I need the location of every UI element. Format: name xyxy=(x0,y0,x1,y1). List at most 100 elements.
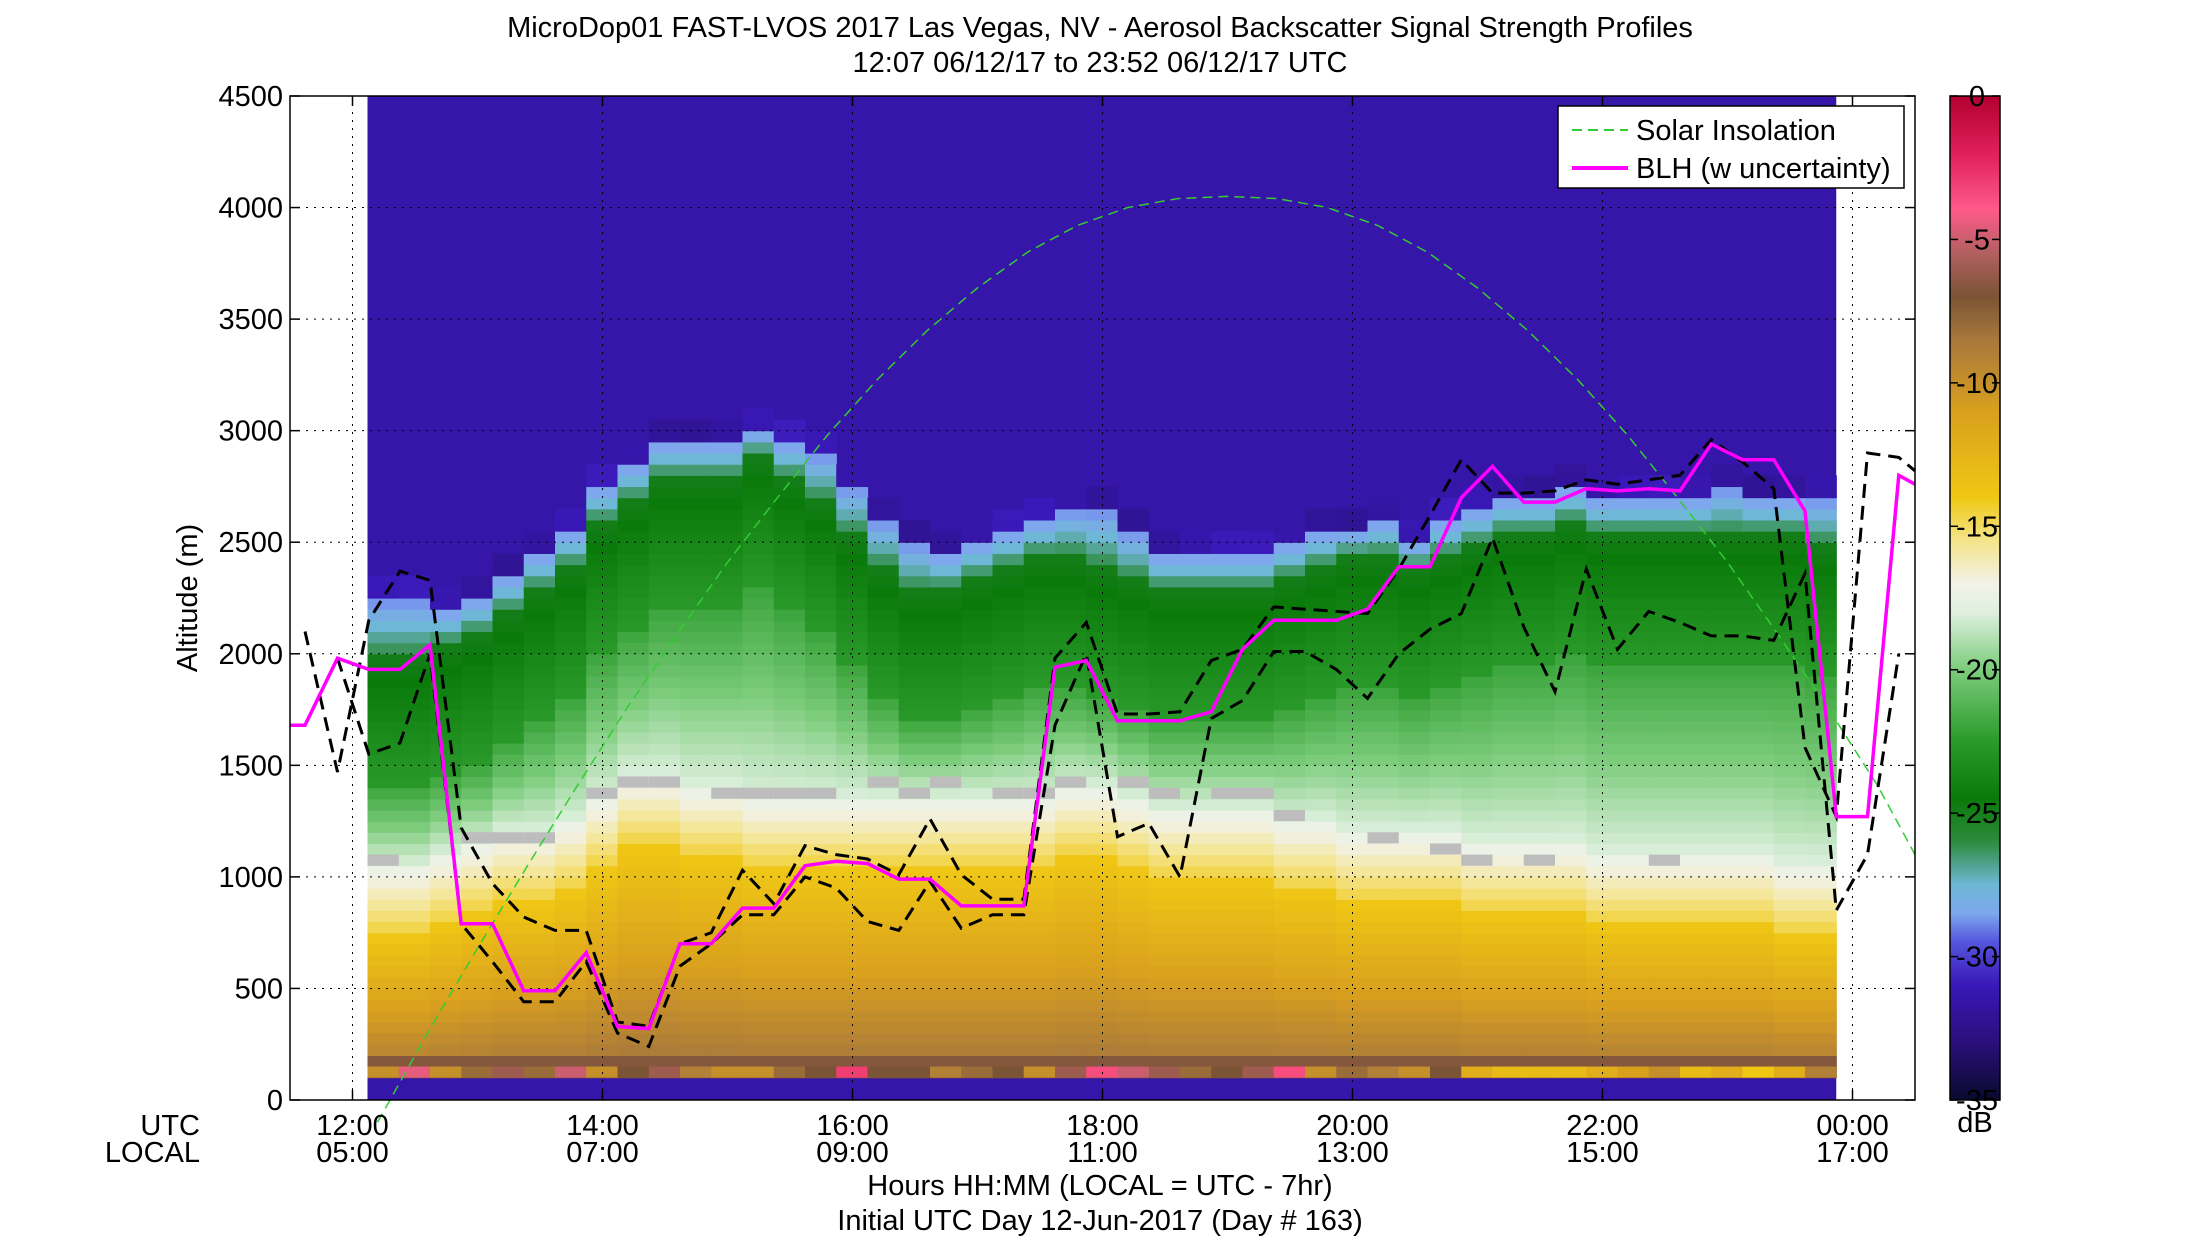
heatmap-gap-cell xyxy=(1117,776,1150,788)
heatmap-cell xyxy=(398,776,431,789)
heatmap-cell xyxy=(961,910,994,923)
heatmap-cell xyxy=(1617,787,1650,800)
heatmap-cell xyxy=(648,832,681,845)
heatmap-cell xyxy=(1617,932,1650,945)
heatmap-cell xyxy=(1680,1044,1712,1056)
heatmap-cell xyxy=(1305,943,1337,956)
heatmap-cell xyxy=(992,709,1025,722)
heatmap-cell xyxy=(1148,687,1181,699)
heatmap-cell xyxy=(492,642,525,655)
heatmap-cell xyxy=(1461,575,1494,588)
heatmap-cell xyxy=(1242,876,1275,889)
heatmap-cell xyxy=(1336,620,1369,633)
heatmap-cell xyxy=(711,575,744,588)
heatmap-cell xyxy=(648,854,681,867)
heatmap-cell xyxy=(617,452,650,465)
heatmap-cell xyxy=(898,754,931,766)
heatmap-cell xyxy=(555,631,587,644)
heatmap-cell xyxy=(930,787,962,800)
heatmap-cell xyxy=(1398,910,1431,923)
heatmap-cell xyxy=(1586,653,1619,666)
heatmap-cell xyxy=(1461,966,1494,978)
heatmap-cell xyxy=(1148,531,1181,543)
heatmap-cell xyxy=(648,441,681,454)
heatmap-cell xyxy=(1617,564,1650,577)
heatmap-cell xyxy=(805,631,837,644)
blh-lower-bound-line xyxy=(336,533,1901,1049)
heatmap-cell xyxy=(1242,709,1275,722)
heatmap-cell xyxy=(1711,542,1744,554)
heatmap-cell xyxy=(523,854,556,867)
heatmap-cell xyxy=(1086,564,1119,577)
heatmap-cell xyxy=(1555,575,1587,588)
heatmap-cell xyxy=(1273,943,1306,956)
heatmap-cell xyxy=(836,765,869,778)
heatmap-cell xyxy=(586,1055,619,1068)
heatmap-cell xyxy=(1023,1033,1056,1045)
heatmap-cell xyxy=(1805,876,1837,889)
heatmap-cell xyxy=(836,542,869,554)
y-tick-label: 1500 xyxy=(218,750,283,782)
heatmap-cell xyxy=(1148,664,1181,677)
heatmap-cell xyxy=(1023,821,1056,833)
heatmap-cell xyxy=(1242,954,1275,967)
heatmap-cell xyxy=(930,865,962,878)
heatmap-cell xyxy=(1211,832,1244,845)
heatmap-cell xyxy=(680,954,712,967)
heatmap-cell xyxy=(1148,932,1181,945)
heatmap-cell xyxy=(742,731,775,744)
heatmap-cell xyxy=(961,977,994,990)
heatmap-cell xyxy=(773,464,806,476)
heatmap-cell xyxy=(680,832,712,845)
heatmap-cell xyxy=(773,553,806,566)
heatmap-cell xyxy=(1336,743,1369,755)
heatmap-cell xyxy=(523,1021,556,1034)
heatmap-cell xyxy=(742,821,775,833)
heatmap-cell xyxy=(711,452,744,465)
heatmap-cell xyxy=(1273,620,1306,633)
heatmap-cell xyxy=(398,888,431,900)
heatmap-cell xyxy=(1023,865,1056,878)
heatmap-cell xyxy=(898,564,931,577)
heatmap-gap-cell xyxy=(1242,787,1275,799)
heatmap-cell xyxy=(1367,609,1400,621)
heatmap-cell xyxy=(805,988,837,1001)
heatmap-cell xyxy=(1023,519,1056,532)
surface-cell xyxy=(1805,1066,1837,1078)
colorbar-unit-label: dB xyxy=(1957,1107,1992,1139)
heatmap-cell xyxy=(1773,586,1806,599)
heatmap-cell xyxy=(367,1044,400,1056)
heatmap-cell xyxy=(711,542,744,554)
heatmap-cell xyxy=(398,943,431,956)
heatmap-cell xyxy=(1086,631,1119,644)
heatmap-cell xyxy=(711,642,744,655)
heatmap-cell xyxy=(648,531,681,543)
heatmap-cell xyxy=(1680,720,1712,733)
heatmap-cell xyxy=(930,586,962,599)
x-tick-label-local: 13:00 xyxy=(1316,1137,1389,1169)
heatmap-cell xyxy=(1023,954,1056,967)
heatmap-cell xyxy=(1492,698,1525,711)
heatmap-cell xyxy=(930,609,962,621)
surface-cell xyxy=(461,1066,494,1078)
heatmap-cell xyxy=(742,865,775,878)
heatmap-cell xyxy=(1180,876,1212,889)
heatmap-cell xyxy=(711,765,744,778)
heatmap-cell xyxy=(773,575,806,588)
heatmap-cell xyxy=(555,575,587,588)
heatmap-cell xyxy=(836,999,869,1012)
heatmap-cell xyxy=(1617,609,1650,621)
heatmap-cell xyxy=(773,966,806,978)
heatmap-cell xyxy=(1023,620,1056,633)
heatmap-cell xyxy=(961,966,994,978)
heatmap-cell xyxy=(742,408,775,421)
heatmap-cell xyxy=(1242,765,1275,778)
heatmap-cell xyxy=(586,854,619,867)
heatmap-cell xyxy=(1117,832,1150,845)
heatmap-cell xyxy=(1805,620,1837,633)
heatmap-cell xyxy=(836,1044,869,1056)
heatmap-cell xyxy=(1180,1010,1212,1023)
legend-box xyxy=(1557,105,1905,189)
heatmap-cell xyxy=(1461,620,1494,633)
heatmap-cell xyxy=(1398,731,1431,744)
